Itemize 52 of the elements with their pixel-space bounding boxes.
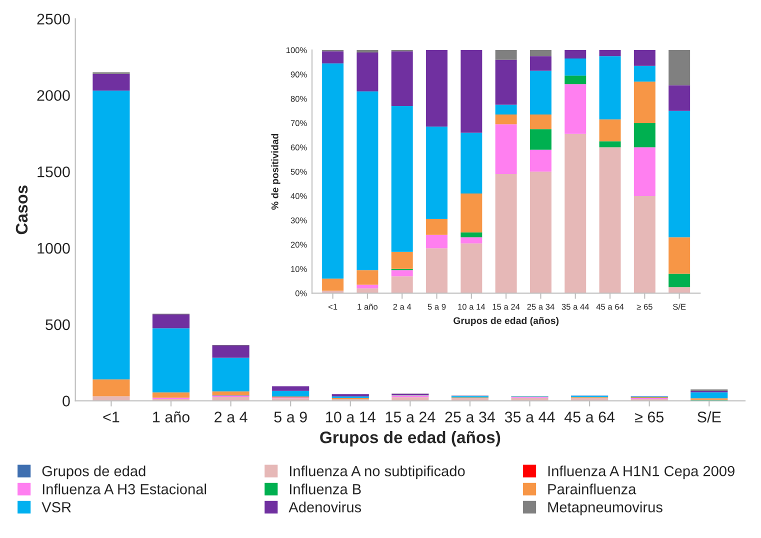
legend-label: Influenza A H1N1 Cepa 2009 (548, 466, 734, 480)
legend-label: Grupos de edad (42, 466, 146, 480)
y-tick-label: 30% (290, 217, 307, 224)
x-tick-label: 45 a 64 (564, 412, 615, 422)
y-tick-label: 500 (46, 319, 70, 330)
x-tick-label: <1 (328, 304, 338, 310)
x-tick-label: 25 a 34 (527, 304, 554, 310)
legend-label: Influenza A no subtipificado (290, 466, 465, 480)
x-tick-label: 25 a 34 (445, 412, 496, 422)
x-tick-label: ≥ 65 (636, 304, 652, 310)
y-tick-label: 2000 (37, 90, 70, 101)
x-tick-label: 10 a 14 (326, 412, 376, 422)
x-tick-label: 15 a 24 (386, 412, 436, 422)
x-tick-label: 35 a 44 (504, 412, 555, 422)
y-tick-label: 90% (290, 72, 307, 78)
y-tick-label: 1000 (38, 242, 70, 254)
x-tick-label: 2 a 4 (393, 304, 412, 310)
x-tick-label: 2 a 4 (214, 412, 248, 422)
y-tick-label: 2500 (37, 14, 70, 25)
y-tick-label: 70% (290, 120, 307, 126)
x-tick-label: 1 año (153, 411, 190, 422)
y-tick-label: 1500 (38, 166, 70, 178)
legend-label: Metapneumovirus (548, 502, 662, 516)
y-tick-label: 60% (290, 144, 307, 150)
legend-label: Influenza A H3 Estacional (42, 484, 206, 494)
x-tick-label: <1 (103, 412, 120, 422)
y-tick-label: 80% (290, 96, 307, 102)
x-axis-title: Grupos de edad (años) (454, 316, 559, 326)
x-tick-label: ≥ 65 (635, 412, 664, 422)
x-tick-label: 10 a 14 (458, 304, 486, 310)
x-axis-title: Grupos de edad (años) (320, 431, 500, 447)
y-tick-label: 50% (290, 168, 307, 175)
legend-label: Influenza B (290, 484, 361, 494)
y-axis-title: % de positividad (271, 134, 280, 210)
y-axis-title: Casos (16, 185, 28, 234)
y-tick-label: 40% (290, 193, 307, 200)
y-tick-label: 100% (286, 47, 307, 54)
legend-label: VSR (42, 502, 71, 512)
x-tick-label: 5 a 9 (274, 412, 307, 422)
x-tick-label: 45 a 64 (596, 304, 624, 310)
y-tick-label: 0% (295, 290, 307, 296)
x-tick-label: S/E (698, 411, 721, 422)
y-tick-label: 10% (291, 266, 307, 272)
legend-label: Adenovirus (288, 502, 362, 512)
legend-label: Parainfluenza (548, 484, 636, 494)
x-tick-label: 35 a 44 (562, 304, 590, 310)
x-tick-label: 5 a 9 (428, 304, 446, 310)
x-tick-label: 1 año (358, 304, 378, 310)
y-tick-label: 0 (62, 396, 70, 406)
y-tick-label: 20% (290, 242, 307, 248)
x-tick-label: S/E (672, 304, 686, 310)
x-tick-label: 15 a 24 (492, 304, 520, 310)
